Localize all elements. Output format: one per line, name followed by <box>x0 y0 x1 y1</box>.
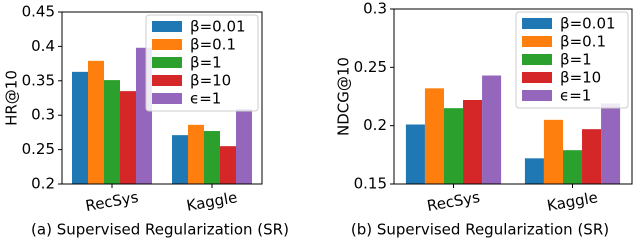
legend-swatch <box>152 93 182 104</box>
legend-swatch <box>152 75 182 86</box>
bar <box>220 146 236 184</box>
bar <box>582 129 602 184</box>
y-tick-label: 0.3 <box>31 106 55 124</box>
y-tick-label: 0.2 <box>363 116 387 134</box>
y-tick-label: 0.25 <box>22 140 55 158</box>
legend-swatch <box>522 36 552 47</box>
plot-frame <box>393 8 633 185</box>
legend: β=0.01β=0.1β=1β=10ϵ=1 <box>145 14 259 112</box>
bar <box>188 124 204 184</box>
legend-swatch <box>152 39 182 50</box>
bar <box>405 124 425 184</box>
y-tick-label: 0.4 <box>31 37 55 55</box>
y-tick-label: 0.15 <box>354 175 387 193</box>
bar <box>482 75 502 184</box>
y-tick-label: 0.45 <box>22 3 55 21</box>
legend-swatch <box>522 54 552 65</box>
legend-swatch <box>522 18 552 29</box>
legend-label: β=1 <box>560 51 592 69</box>
legend-label: β=1 <box>190 54 222 72</box>
bar <box>562 150 583 184</box>
x-tick-label: RecSys <box>426 188 482 215</box>
bar <box>601 103 621 184</box>
legend: β=0.01β=0.1β=1β=10ϵ=1 <box>515 11 629 109</box>
x-tick-label: Kaggle <box>185 188 239 215</box>
legend-label: β=0.01 <box>190 18 246 36</box>
bar <box>463 100 483 184</box>
x-tick-label: Kaggle <box>546 188 600 215</box>
legend-swatch <box>152 57 182 68</box>
y-tick-label: 0.2 <box>31 175 55 193</box>
x-tick-label: RecSys <box>84 188 140 215</box>
legend-label: β=0.1 <box>560 33 606 51</box>
bar <box>88 60 104 184</box>
legend-label: β=10 <box>560 69 601 87</box>
legend-label: ϵ=1 <box>190 90 221 108</box>
caption: (b) Supervised Regularization (SR) <box>351 221 609 239</box>
y-tick-label: 0.35 <box>22 71 55 89</box>
bar <box>424 88 444 184</box>
legend-label: β=0.1 <box>190 36 236 54</box>
caption: (a) Supervised Regularization (SR) <box>31 221 289 239</box>
bar <box>204 131 220 184</box>
bar <box>120 91 136 184</box>
bar <box>524 158 544 184</box>
legend-swatch <box>522 90 552 101</box>
y-tick-label: 0.25 <box>354 58 387 76</box>
y-axis-label: NDCG@10 <box>335 57 353 136</box>
bar <box>172 135 188 184</box>
y-tick-label: 0.3 <box>363 0 387 18</box>
legend-label: β=0.01 <box>560 15 616 33</box>
bar <box>543 119 563 184</box>
bar <box>236 109 252 184</box>
bar <box>72 71 88 184</box>
legend-swatch <box>522 72 552 83</box>
legend-swatch <box>152 21 182 32</box>
bar <box>104 80 120 184</box>
legend-label: ϵ=1 <box>560 87 591 105</box>
bar <box>443 108 464 184</box>
legend-label: β=10 <box>190 72 231 90</box>
plot-frame <box>61 11 263 185</box>
y-axis-label: HR@10 <box>3 70 21 126</box>
